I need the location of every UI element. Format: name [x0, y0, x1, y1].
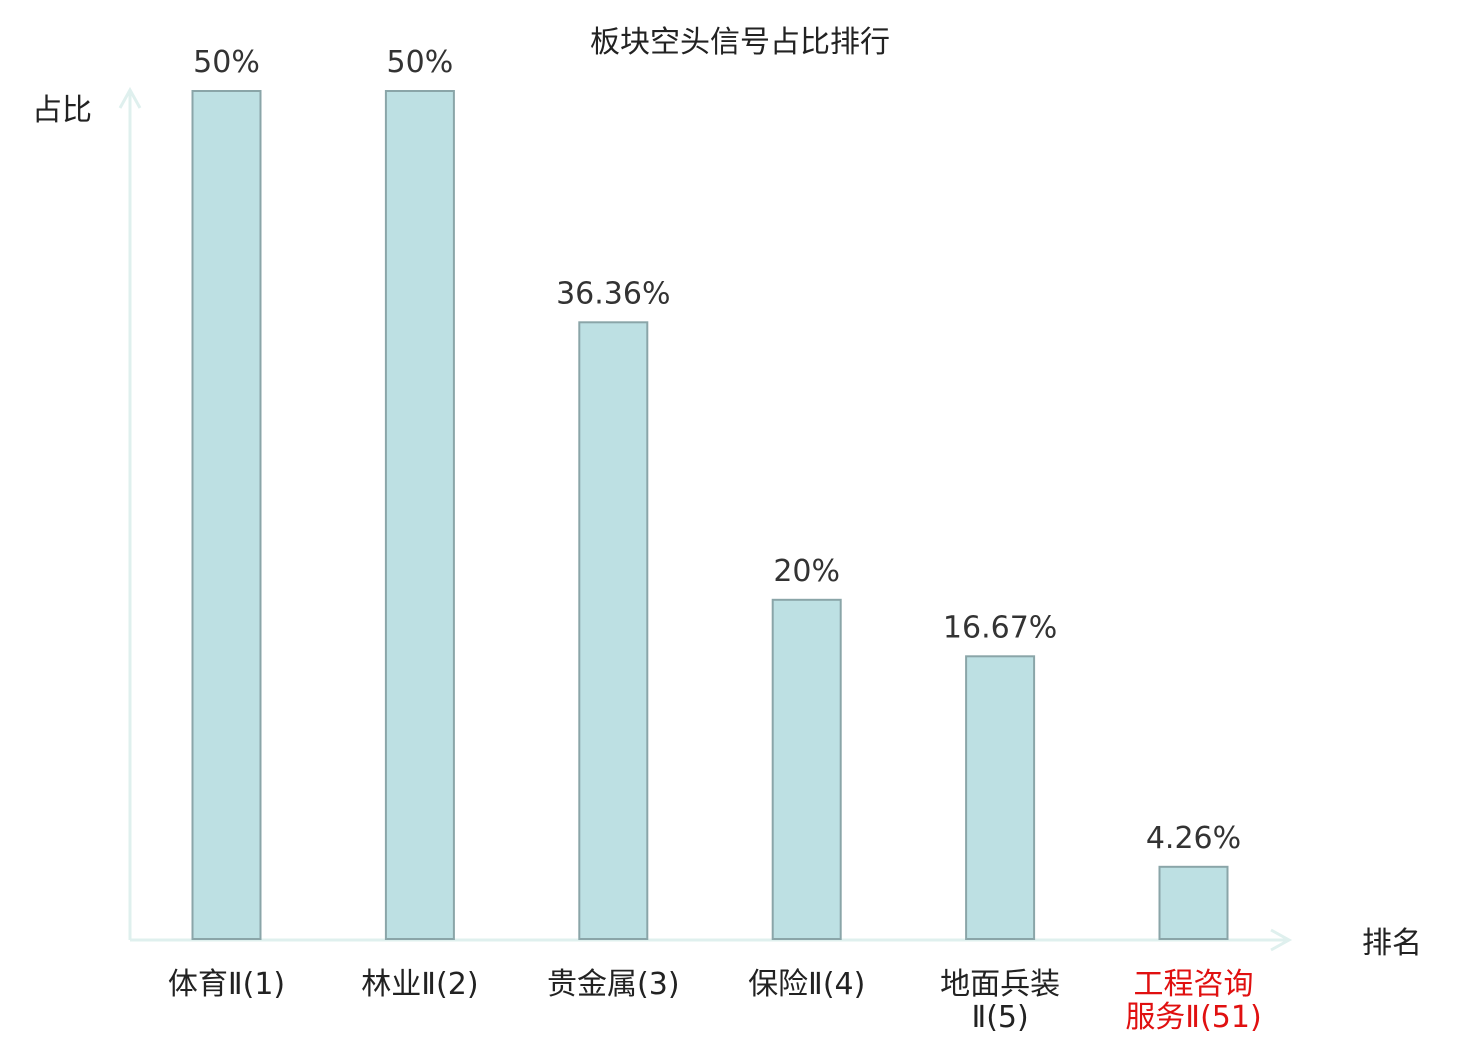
value-label: 50%: [387, 45, 454, 80]
value-label: 4.26%: [1146, 821, 1241, 856]
category-label: 工程咨询: [1134, 967, 1254, 1002]
value-label: 16.67%: [943, 610, 1057, 645]
bar: [578, 321, 649, 940]
x-axis-arrow: [1270, 928, 1293, 952]
category-label: Ⅱ(5): [971, 1000, 1028, 1035]
bar: [771, 598, 842, 940]
value-labels-group: 50% 50% 36.36% 20% 16.67% 4.26%: [193, 45, 1241, 856]
bar: [1158, 865, 1229, 940]
category-label: 体育Ⅱ(1): [168, 967, 285, 1002]
bar: [965, 655, 1036, 940]
value-label: 36.36%: [556, 276, 670, 311]
category-label: 保险Ⅱ(4): [748, 967, 865, 1002]
axes: [118, 86, 1293, 952]
category-label: 林业Ⅱ(2): [361, 967, 478, 1002]
x-axis-label: 排名: [1362, 926, 1422, 961]
value-label: 20%: [773, 554, 840, 589]
y-axis-arrow: [118, 86, 142, 109]
chart-title: 板块空头信号占比排行: [590, 25, 890, 60]
value-label: 50%: [193, 45, 260, 80]
bar: [384, 90, 455, 940]
bars-group: [191, 90, 1229, 940]
category-label: 贵金属(3): [547, 967, 680, 1002]
category-label: 地面兵装: [940, 967, 1060, 1002]
y-axis-label: 占比: [32, 93, 92, 128]
category-label: 服务Ⅱ(51): [1125, 1000, 1261, 1035]
bar: [191, 90, 262, 940]
